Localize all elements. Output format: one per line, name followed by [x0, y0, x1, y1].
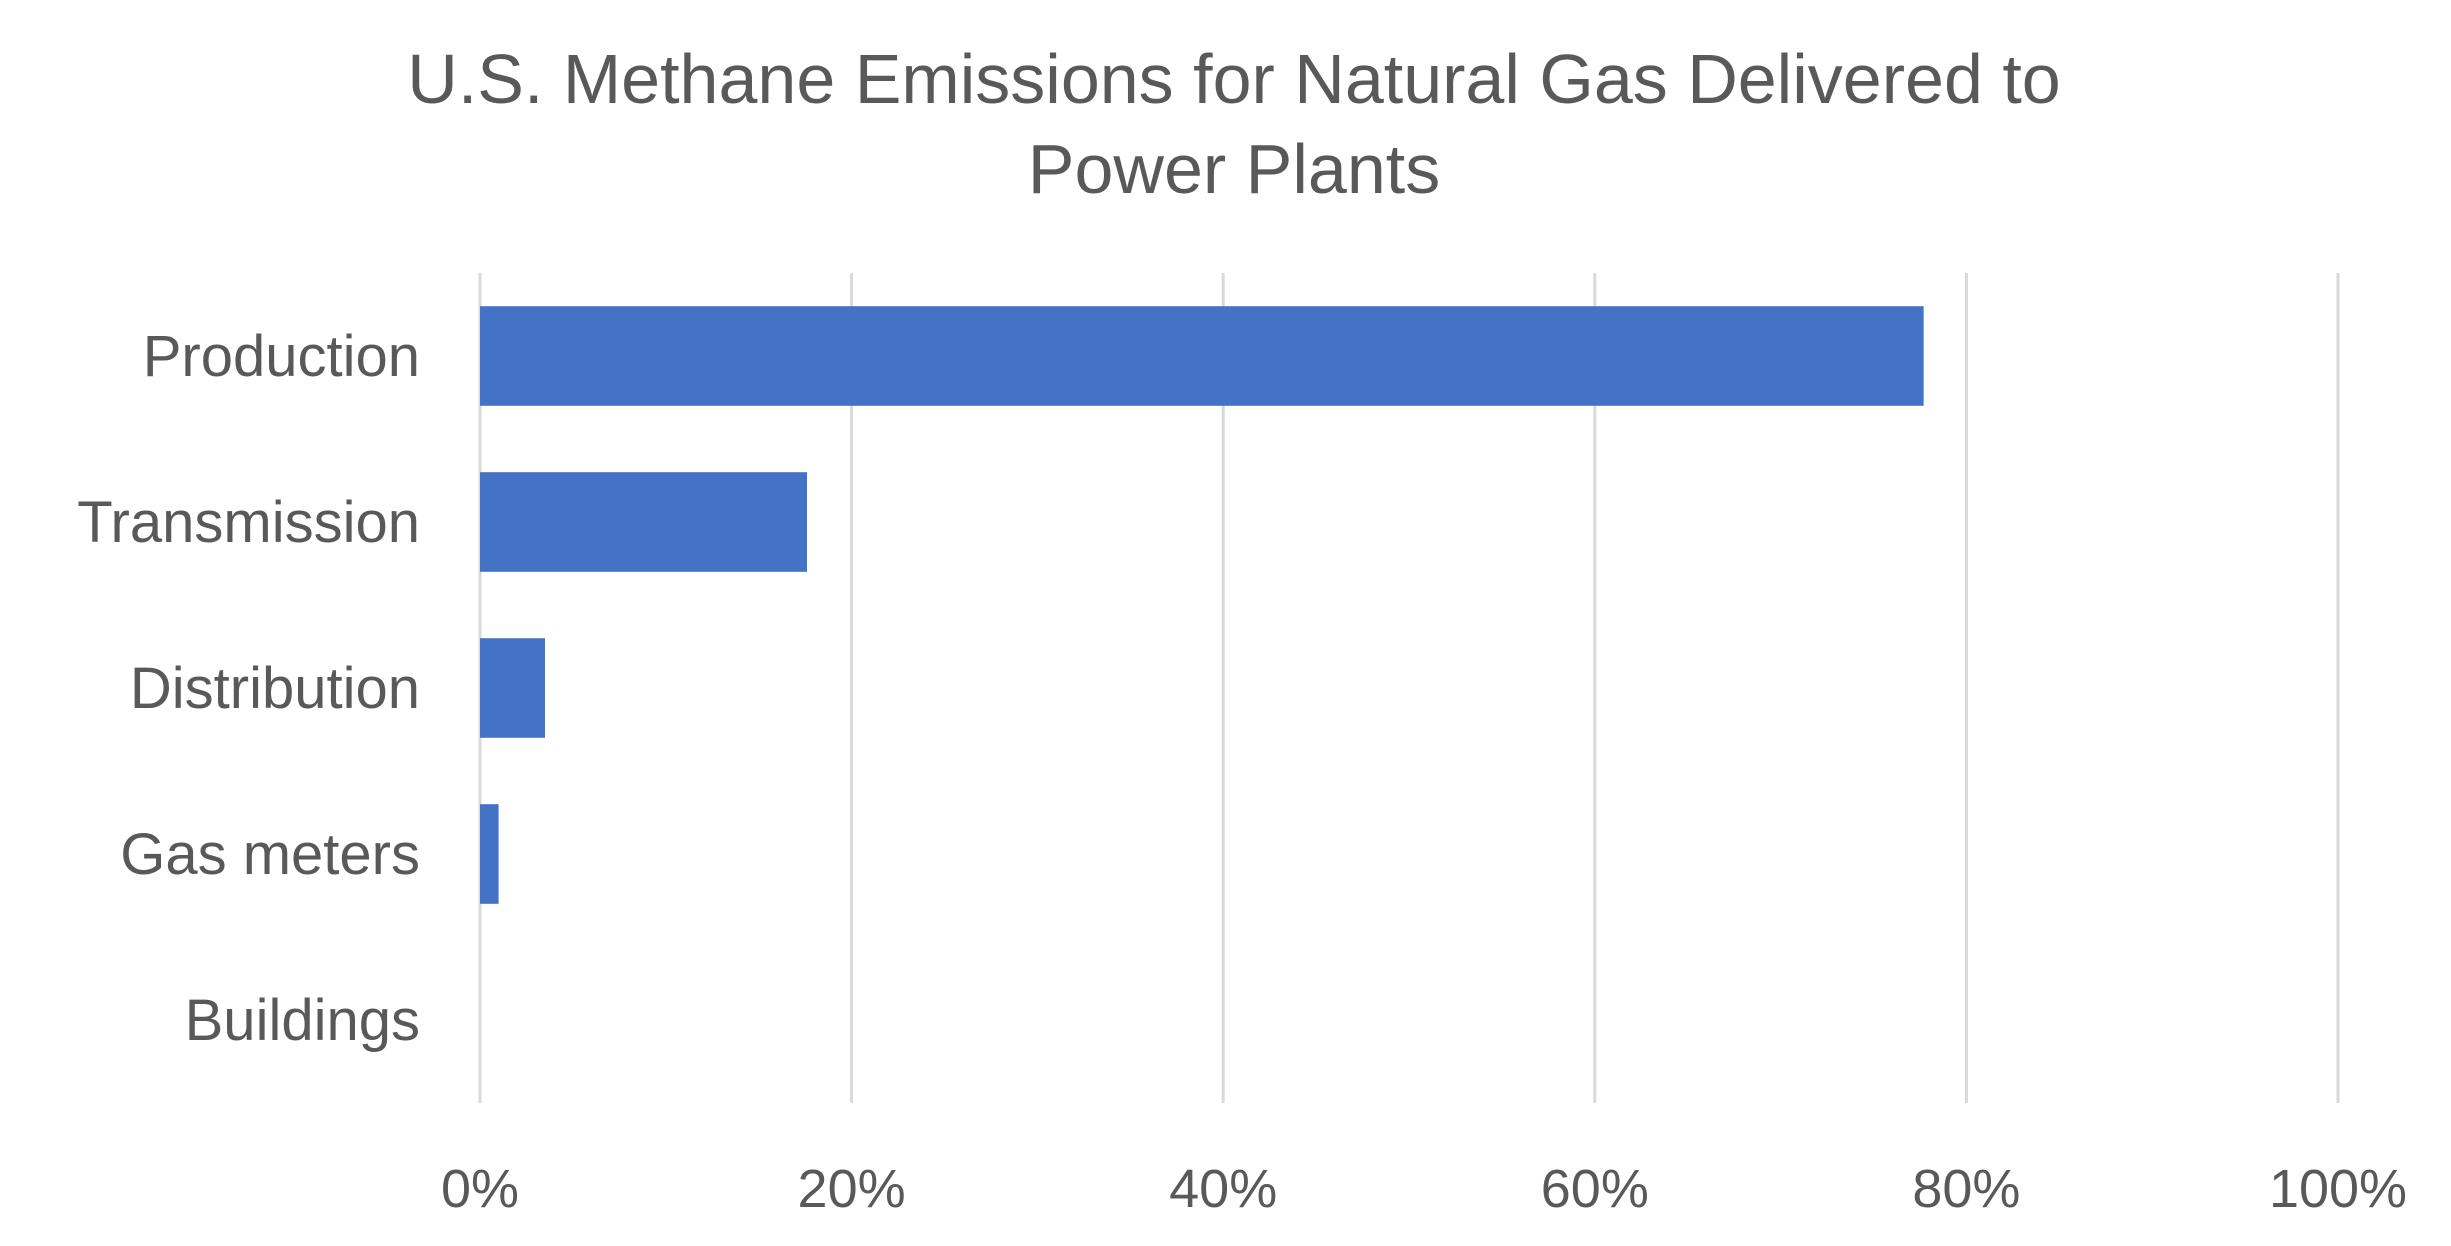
category-label-transmission: Transmission [77, 490, 420, 555]
gridlines [478, 273, 2340, 1103]
category-labels: Production Transmission Distribution Gas me… [77, 324, 420, 1053]
bar-distribution [480, 638, 546, 738]
category-label-gas-meters: Gas meters [120, 822, 420, 887]
x-tick-label-5: 100% [2269, 1159, 2407, 1219]
bar-gas-meters [480, 804, 499, 904]
chart-title: U.S. Methane Emissions for Natural Gas D… [407, 40, 2060, 208]
x-tick-label-4: 80% [1912, 1159, 2020, 1219]
category-label-production: Production [143, 324, 420, 389]
bars [480, 306, 1924, 904]
chart-title-line-2: Power Plants [1028, 130, 1440, 208]
x-tick-label-2: 40% [1169, 1159, 1277, 1219]
x-tick-label-3: 60% [1541, 1159, 1649, 1219]
category-label-buildings: Buildings [185, 988, 420, 1053]
x-axis-tick-labels: 0% 20% 40% 60% 80% 100% [441, 1159, 2407, 1219]
x-tick-label-0: 0% [441, 1159, 519, 1219]
x-tick-label-1: 20% [798, 1159, 906, 1219]
bar-transmission [480, 472, 808, 572]
chart-title-line-1: U.S. Methane Emissions for Natural Gas D… [407, 40, 2060, 118]
category-label-distribution: Distribution [130, 656, 420, 721]
bar-production [480, 306, 1924, 406]
